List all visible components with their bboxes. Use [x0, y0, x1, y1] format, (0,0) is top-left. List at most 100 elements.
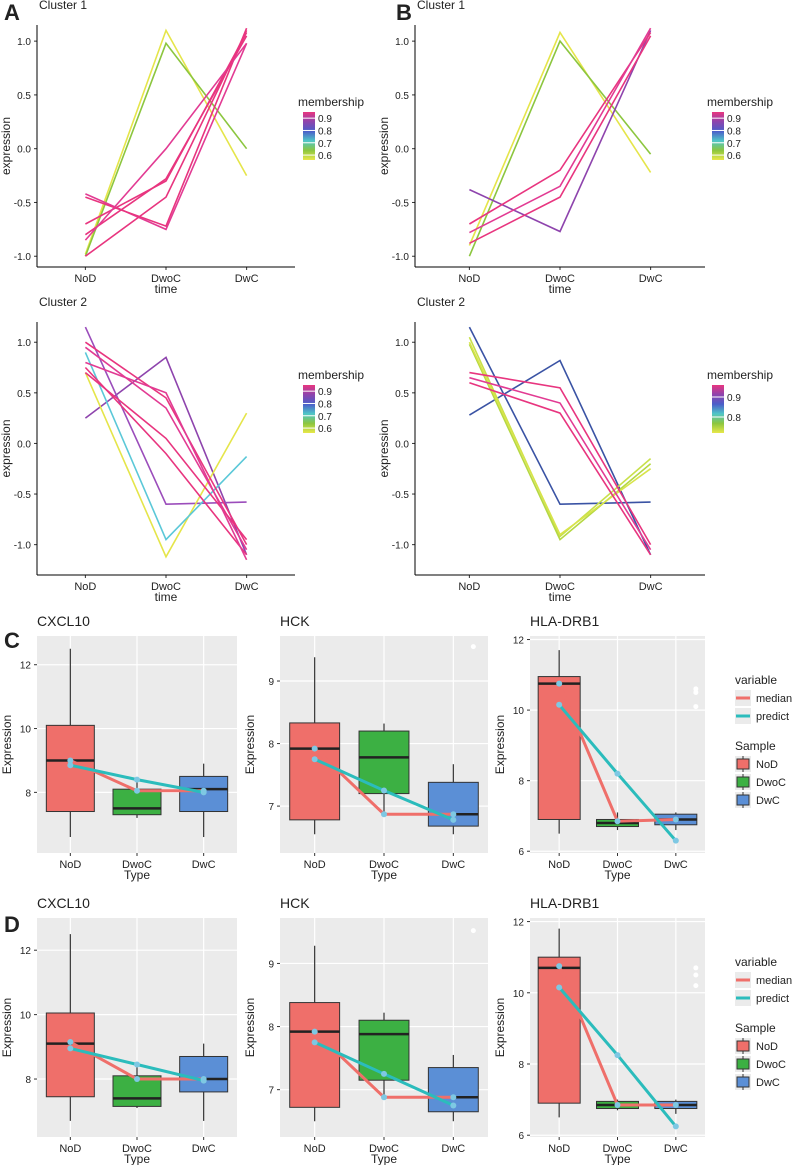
x-tick-label: NoD	[304, 859, 326, 871]
y-tick-label: 1.0	[395, 37, 409, 48]
legend-title: Sample	[735, 739, 776, 753]
legend-label: predict	[756, 993, 789, 1005]
x-tick-label: DwoC	[545, 273, 575, 285]
y-tick-label: 7	[268, 802, 274, 813]
point	[672, 1101, 679, 1108]
colorbar-label: 0.8	[727, 126, 741, 137]
series-line	[84, 35, 248, 236]
y-axis-label: expression	[377, 117, 391, 175]
legend-title: membership	[298, 95, 364, 109]
point	[381, 811, 387, 818]
point	[672, 837, 679, 844]
y-tick-label: 9	[268, 959, 274, 970]
x-tick-label: NoD	[59, 859, 81, 871]
point	[381, 1070, 387, 1077]
y-axis-label: Expression	[493, 715, 507, 774]
y-tick-label: 0.5	[17, 389, 31, 400]
x-tick-label: DwC	[639, 581, 663, 593]
outlier	[693, 704, 699, 710]
y-tick-label: 0.5	[395, 389, 409, 400]
point	[614, 1052, 621, 1059]
colorbar-label: 0.8	[727, 413, 741, 424]
point	[450, 1094, 457, 1101]
x-tick-label: NoD	[74, 273, 96, 285]
x-tick-label: DwoC	[369, 1143, 399, 1155]
box	[358, 1019, 410, 1081]
point	[614, 1101, 621, 1108]
legend-title: membership	[707, 95, 773, 109]
series-line	[468, 343, 652, 541]
x-tick-label: DwC	[639, 273, 663, 285]
legend-title: variable	[735, 955, 777, 969]
point	[134, 1061, 140, 1068]
y-tick-label: -1.0	[14, 541, 32, 552]
legend-label: DwC	[756, 795, 780, 807]
y-axis-label: expression	[377, 419, 391, 477]
y-tick-label: 0.5	[395, 91, 409, 102]
y-tick-label: 10	[20, 1011, 32, 1022]
legend-box	[736, 794, 750, 806]
x-tick-label: NoD	[548, 859, 570, 871]
legend-label: DwC	[756, 1077, 780, 1089]
series-line	[84, 42, 248, 241]
series-line	[469, 30, 652, 233]
chart-title: Cluster 2	[39, 295, 87, 309]
legend-box	[736, 1058, 750, 1070]
box	[45, 1012, 95, 1098]
chart-title: HLA-DRB1	[530, 613, 599, 629]
point	[67, 757, 74, 764]
y-tick-label: 8	[518, 777, 524, 788]
x-tick-label: DwoC	[603, 859, 633, 871]
y-tick-label: 6	[518, 847, 524, 858]
point	[556, 680, 563, 687]
x-axis-label: Type	[604, 1152, 630, 1165]
y-tick-label: -1.0	[392, 252, 410, 263]
y-tick-label: 8	[268, 1023, 274, 1034]
x-tick-label: DwC	[192, 859, 216, 871]
y-axis-label: Expression	[243, 998, 257, 1057]
y-tick-label: 0.0	[395, 145, 409, 156]
point	[556, 963, 563, 970]
legend-title: membership	[707, 368, 773, 382]
chart-title: CXCL10	[37, 613, 90, 629]
series-line	[468, 30, 652, 246]
x-tick-label: DwoC	[151, 581, 181, 593]
y-axis-label: Expression	[0, 715, 14, 774]
y-tick-label: 12	[20, 946, 32, 957]
colorbar-label: 0.9	[318, 114, 332, 125]
y-axis-label: expression	[0, 117, 13, 175]
point	[200, 1077, 207, 1084]
x-axis-label: time	[155, 282, 178, 296]
point	[311, 1028, 318, 1035]
y-tick-label: -1.0	[14, 252, 32, 263]
series-line	[84, 372, 248, 559]
point	[556, 984, 563, 991]
panel-label: B	[396, 0, 412, 25]
colorbar-label: 0.6	[727, 151, 741, 162]
x-axis-label: Type	[371, 868, 397, 882]
x-tick-label: DwC	[192, 1143, 216, 1155]
series-line	[84, 356, 248, 556]
y-tick-label: -0.5	[14, 198, 32, 209]
chart-title: HCK	[280, 613, 310, 629]
legend-box	[736, 776, 750, 788]
chart-title: HLA-DRB1	[530, 895, 599, 911]
point	[381, 1094, 387, 1101]
x-tick-label: NoD	[458, 273, 480, 285]
series-line	[468, 39, 652, 257]
x-axis-label: Type	[371, 1152, 397, 1165]
point	[450, 1102, 457, 1109]
x-tick-label: DwC	[235, 581, 259, 593]
outlier	[693, 972, 699, 978]
point	[672, 1123, 679, 1130]
point	[614, 818, 621, 825]
legend-title: Sample	[735, 1021, 776, 1035]
point	[67, 1038, 74, 1045]
y-tick-label: 0.0	[395, 439, 409, 450]
point	[672, 816, 679, 823]
box	[537, 676, 581, 820]
y-tick-label: 12	[20, 661, 32, 672]
point	[450, 816, 457, 823]
y-tick-label: 12	[513, 636, 525, 647]
point	[67, 1045, 74, 1052]
